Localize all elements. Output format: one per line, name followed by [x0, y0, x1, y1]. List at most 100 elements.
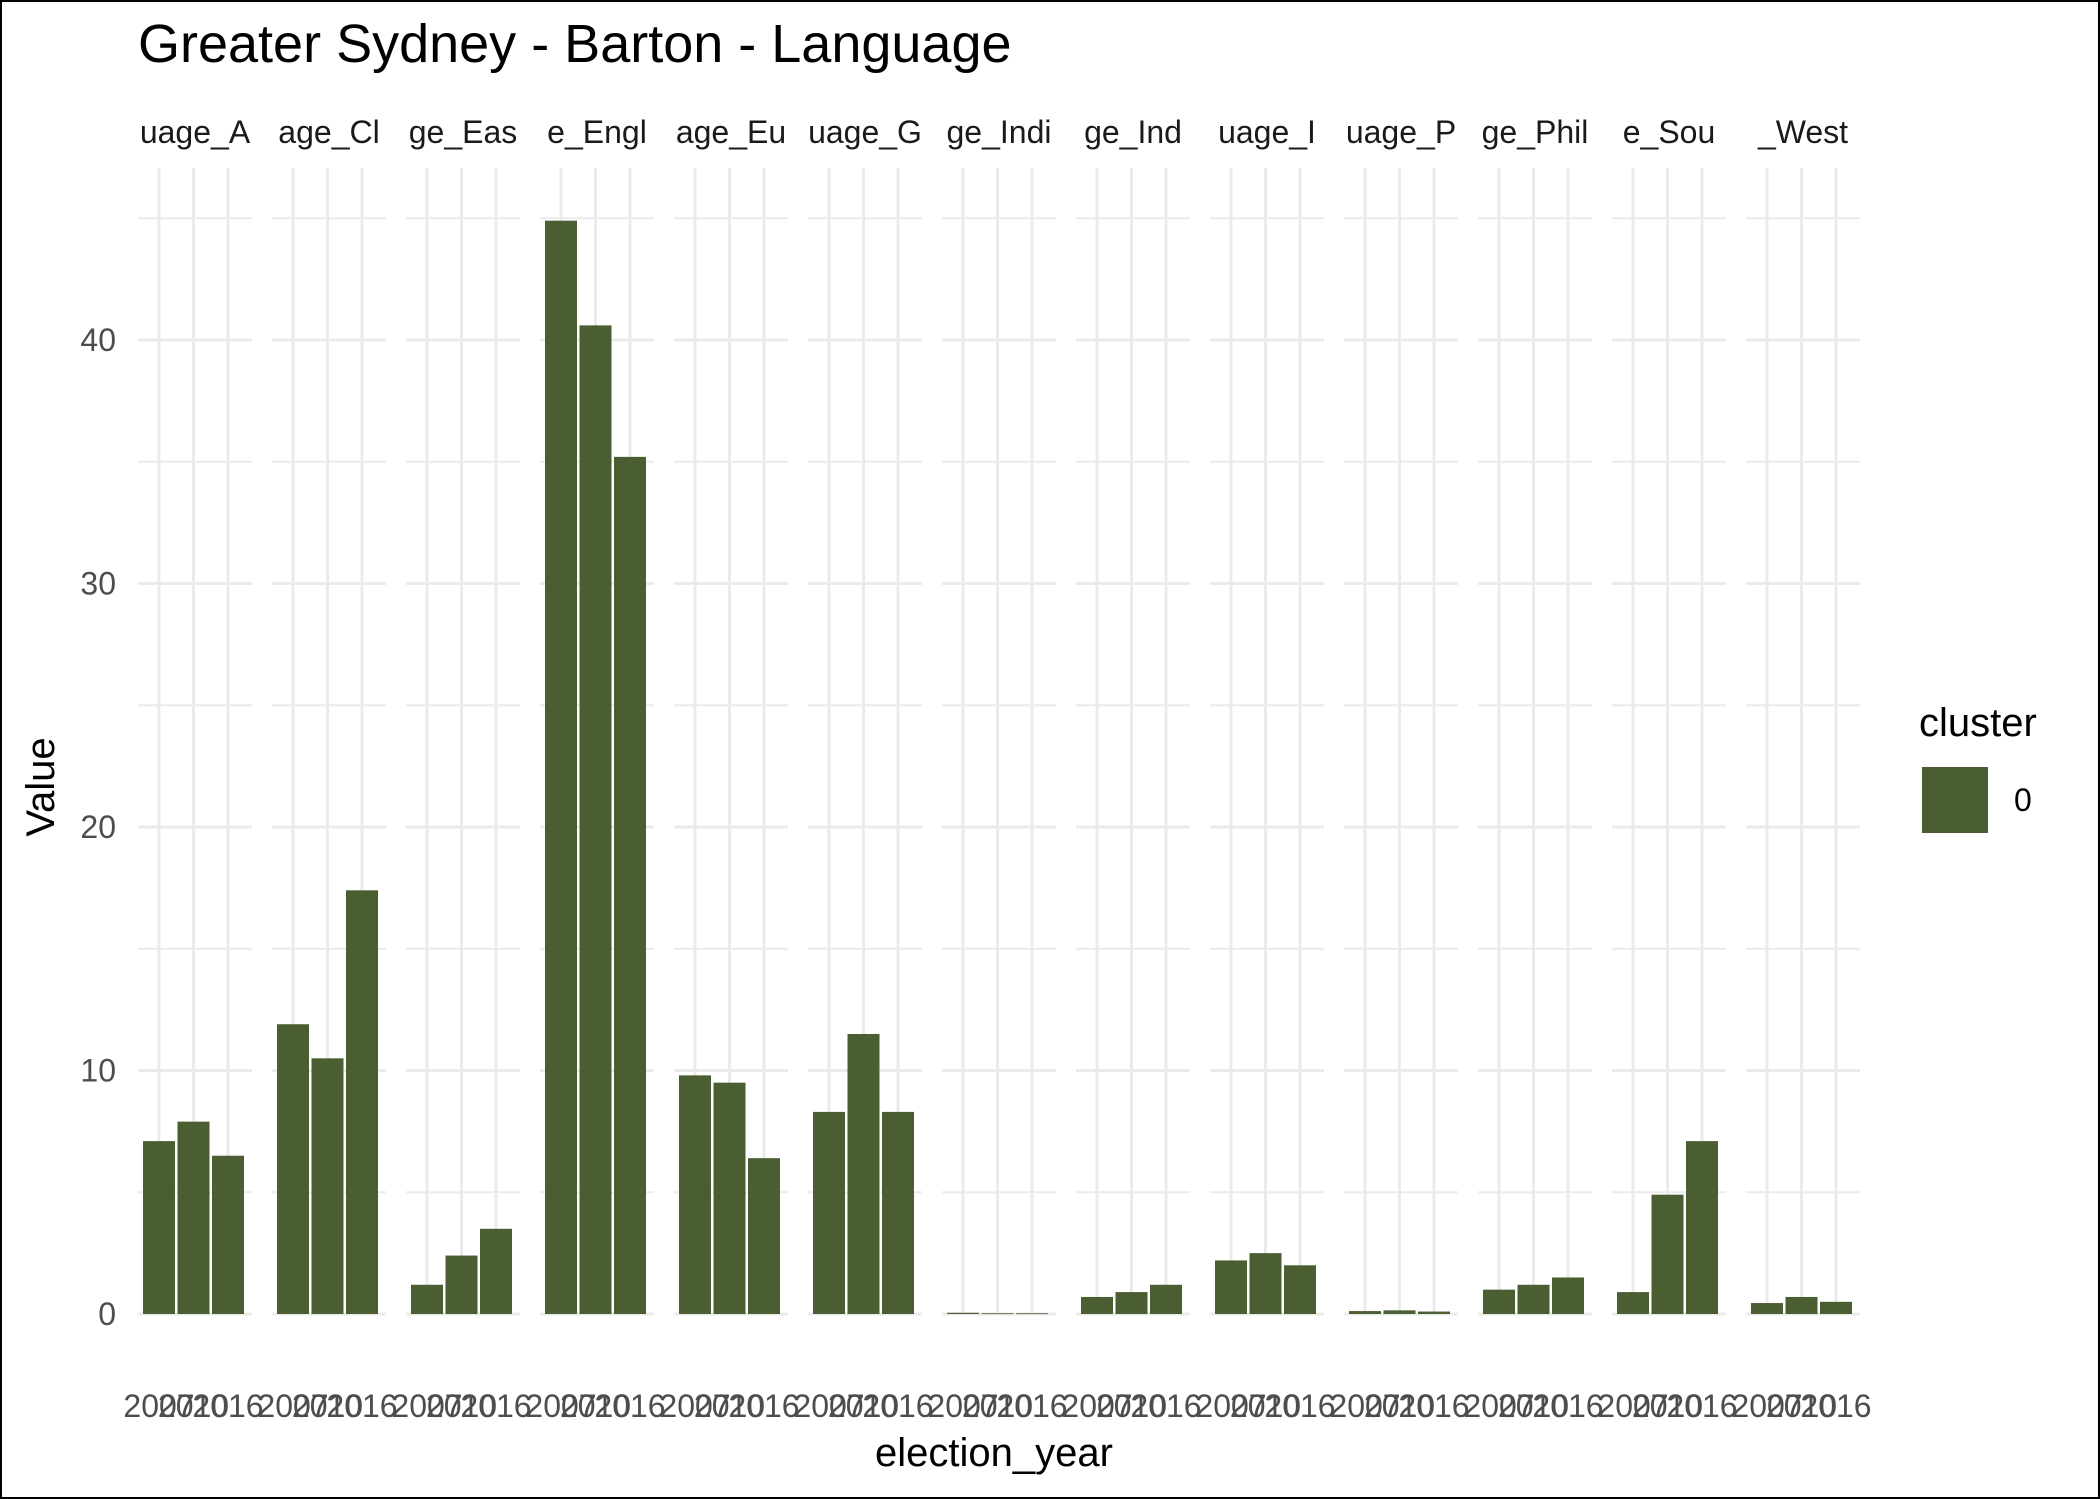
x-tick-label: 2010	[426, 1388, 497, 1424]
bar	[1284, 1265, 1316, 1314]
legend-label-0: 0	[2014, 782, 2032, 818]
bar	[1016, 1313, 1048, 1315]
bar	[679, 1075, 711, 1314]
bar	[1418, 1311, 1450, 1314]
facet-strip-label: uage_A	[140, 114, 251, 150]
bar	[1517, 1284, 1550, 1314]
y-tick-label: 40	[80, 322, 116, 358]
bar	[411, 1284, 443, 1314]
x-tick-label: 2010	[1364, 1388, 1435, 1424]
bar	[748, 1158, 780, 1314]
bar	[1383, 1310, 1416, 1314]
x-tick-label: 2010	[292, 1388, 363, 1424]
bar	[981, 1313, 1014, 1315]
bar	[277, 1024, 309, 1314]
y-tick-label: 10	[80, 1053, 116, 1089]
facet-strip-label: uage_I	[1218, 114, 1316, 150]
bar	[713, 1082, 746, 1314]
bar	[1150, 1284, 1182, 1314]
x-tick-label: 2007	[793, 1388, 864, 1424]
legend-key-0	[1922, 767, 1988, 833]
x-tick-label: 2007	[927, 1388, 998, 1424]
x-tick-label: 2007	[1597, 1388, 1668, 1424]
x-tick-label: 2016	[862, 1388, 933, 1424]
facet-strip-label: e_Sou	[1623, 114, 1716, 150]
facet-strip-label: _West	[1757, 114, 1848, 150]
chart-title: Greater Sydney - Barton - Language	[138, 14, 1012, 74]
x-tick-label: 2007	[525, 1388, 596, 1424]
x-axis-label: election_year	[875, 1431, 1113, 1475]
x-tick-label: 2016	[996, 1388, 1067, 1424]
facet-strip-label: age_Eu	[676, 114, 786, 150]
bar	[1785, 1296, 1818, 1314]
y-tick-label: 0	[98, 1296, 116, 1332]
bar	[143, 1141, 175, 1314]
x-tick-label: 2007	[659, 1388, 730, 1424]
x-tick-label: 2010	[560, 1388, 631, 1424]
facet-strip-label: uage_P	[1346, 114, 1456, 150]
bar	[1751, 1303, 1783, 1314]
y-tick-label: 30	[80, 566, 116, 602]
y-axis: 0 10 20 30 40	[80, 322, 116, 1332]
y-tick-label: 20	[80, 809, 116, 845]
x-tick-label: 2010	[828, 1388, 899, 1424]
bar	[947, 1312, 979, 1314]
bar	[1483, 1289, 1515, 1314]
bar	[1651, 1194, 1684, 1314]
bar	[1115, 1292, 1148, 1314]
facet-strip-label: ge_Eas	[409, 114, 518, 150]
bar	[1820, 1301, 1852, 1314]
x-tick-label: 2016	[1264, 1388, 1335, 1424]
bar	[579, 325, 612, 1314]
x-tick-label: 2016	[1130, 1388, 1201, 1424]
bar	[614, 456, 646, 1314]
facet-strip-label: age_Cl	[278, 114, 379, 150]
x-tick-label: 2010	[1230, 1388, 1301, 1424]
x-tick-label: 2016	[1800, 1388, 1871, 1424]
bar	[346, 890, 378, 1314]
x-tick-label: 2007	[257, 1388, 328, 1424]
x-tick-label: 2016	[192, 1388, 263, 1424]
bar	[1686, 1141, 1718, 1314]
x-tick-label: 2016	[460, 1388, 531, 1424]
x-tick-label: 2007	[1061, 1388, 1132, 1424]
x-tick-label: 2007	[123, 1388, 194, 1424]
x-tick-label: 2016	[326, 1388, 397, 1424]
bar	[480, 1228, 512, 1314]
x-tick-label: 2016	[1398, 1388, 1469, 1424]
bar	[1215, 1260, 1247, 1314]
y-axis-label: Value	[19, 737, 63, 836]
x-tick-label: 2007	[1731, 1388, 1802, 1424]
facet-strip-label: ge_Phil	[1482, 114, 1589, 150]
bar	[1249, 1253, 1282, 1314]
x-tick-label: 2010	[158, 1388, 229, 1424]
x-tick-label: 2016	[1666, 1388, 1737, 1424]
x-tick-label: 2010	[1632, 1388, 1703, 1424]
legend-title: cluster	[1919, 701, 2037, 745]
legend: cluster 0	[1919, 701, 2037, 833]
bar	[545, 220, 577, 1314]
bar	[813, 1111, 845, 1314]
bar	[882, 1111, 914, 1314]
x-tick-label: 2010	[1766, 1388, 1837, 1424]
x-tick-label: 2016	[728, 1388, 799, 1424]
x-tick-label: 2010	[962, 1388, 1033, 1424]
bar	[847, 1033, 880, 1314]
x-tick-label: 2016	[1532, 1388, 1603, 1424]
facet-panels: uage_A200720102016age_Cl200720102016ge_E…	[123, 114, 1871, 1424]
facet-strip-label: e_Engl	[547, 114, 647, 150]
x-tick-label: 2007	[391, 1388, 462, 1424]
bar	[177, 1121, 210, 1314]
facet-strip-label: ge_Ind	[1084, 114, 1182, 150]
